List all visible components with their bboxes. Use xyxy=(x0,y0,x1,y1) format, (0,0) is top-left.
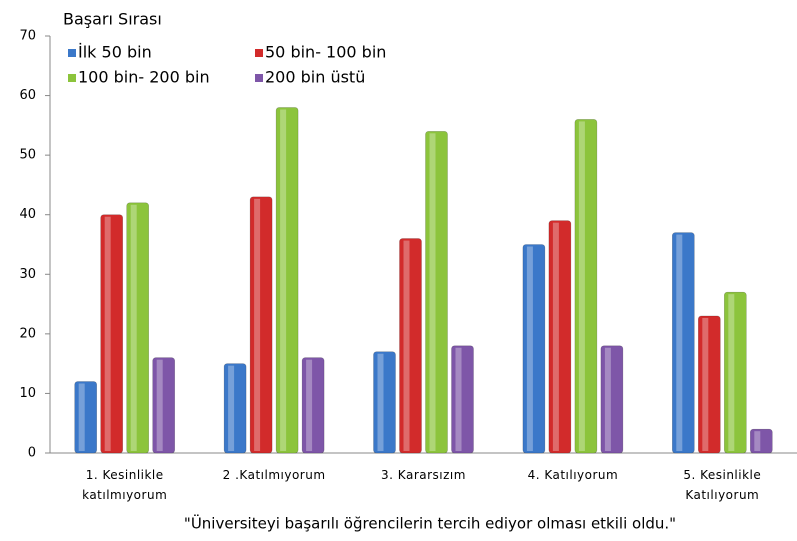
bar xyxy=(373,351,396,454)
x-tick-label: 2 .Katılmıyorum xyxy=(222,468,326,482)
bar-highlight xyxy=(754,431,761,451)
bar-highlight xyxy=(78,383,85,451)
bar-highlight xyxy=(455,347,462,451)
bar xyxy=(399,238,422,454)
bar xyxy=(749,428,773,454)
y-tick-label: 30 xyxy=(19,267,36,282)
bar xyxy=(152,357,175,454)
y-tick-label: 60 xyxy=(19,88,36,103)
bar-highlight xyxy=(254,198,261,451)
legend-swatch xyxy=(68,74,76,82)
legend-label: 100 bin- 200 bin xyxy=(78,68,210,87)
bar-highlight xyxy=(228,365,235,451)
legend-swatch xyxy=(68,49,76,57)
bar-highlight xyxy=(676,234,683,451)
bar xyxy=(548,220,572,454)
bar xyxy=(574,119,598,454)
x-tick-label: 4. Katılıyorum xyxy=(527,468,619,482)
y-tick-label: 20 xyxy=(19,326,36,341)
bar-highlight xyxy=(130,204,137,451)
legend-swatch xyxy=(255,49,263,57)
bar xyxy=(697,315,721,454)
x-tick-label: 3. Kararsızım xyxy=(381,468,466,482)
bar-highlight xyxy=(104,216,111,451)
x-tick-label: 5. Kesinlikle Katılıyorum xyxy=(683,468,762,502)
bar xyxy=(600,345,624,454)
bar xyxy=(74,381,97,454)
bar-highlight xyxy=(156,359,163,451)
bar-highlight xyxy=(578,121,585,452)
x-tick-label: 1. Kesinlikle katılmıyorum xyxy=(82,468,168,502)
y-tick-label: 50 xyxy=(19,148,36,163)
bar xyxy=(275,107,299,454)
bar-highlight xyxy=(702,317,709,451)
bar xyxy=(301,357,325,454)
legend-title: Başarı Sırası xyxy=(63,10,162,29)
bar-highlight xyxy=(728,294,735,451)
bar-highlight xyxy=(280,109,287,451)
bar xyxy=(425,131,448,454)
x-axis-title: "Üniversiteyi başarılı öğrencilerin terc… xyxy=(184,514,676,533)
bar-highlight xyxy=(604,347,611,451)
bar xyxy=(723,291,747,454)
y-tick-label: 10 xyxy=(19,386,36,401)
bar xyxy=(223,363,247,454)
bar-highlight xyxy=(429,133,436,452)
y-tick-label: 70 xyxy=(19,29,36,44)
bar-highlight xyxy=(526,246,533,451)
bar-highlight xyxy=(552,222,559,451)
legend-swatch xyxy=(255,74,263,82)
legend-label: 200 bin üstü xyxy=(265,68,365,87)
bar xyxy=(126,202,149,454)
bar xyxy=(522,244,546,454)
bar xyxy=(451,345,474,454)
y-tick-label: 40 xyxy=(19,207,36,222)
y-tick-label: 0 xyxy=(28,446,36,461)
bar xyxy=(671,232,695,454)
bar-highlight xyxy=(403,240,410,451)
legend-label: İlk 50 bin xyxy=(78,43,152,62)
bar xyxy=(249,196,273,454)
legend-label: 50 bin- 100 bin xyxy=(265,43,386,62)
bar xyxy=(100,214,123,454)
bar-highlight xyxy=(377,353,384,451)
bar-highlight xyxy=(306,359,313,451)
